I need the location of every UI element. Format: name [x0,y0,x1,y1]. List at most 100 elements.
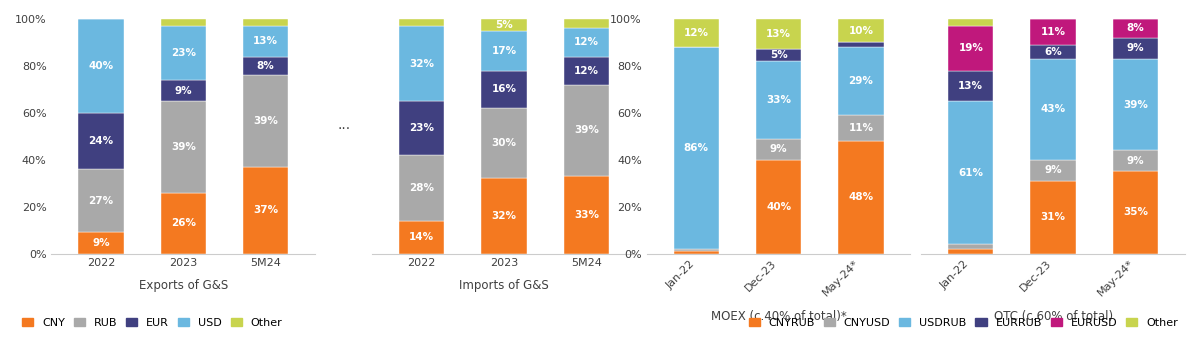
Text: 40%: 40% [766,201,791,212]
Text: 29%: 29% [848,76,874,86]
Text: 86%: 86% [684,143,709,153]
Bar [948,26,994,71]
Bar [244,56,288,75]
Bar [948,19,994,26]
Bar [564,28,610,56]
Bar [673,249,719,251]
Bar [756,160,802,254]
Bar [839,19,883,43]
Bar [1112,19,1158,38]
Bar [398,221,444,254]
Bar [756,49,802,61]
Bar [78,113,124,169]
Bar [481,71,527,108]
Bar [398,155,444,221]
Bar [161,101,206,193]
Bar [673,47,719,249]
Text: 8%: 8% [257,61,275,71]
X-axis label: OTC (c.60% of total): OTC (c.60% of total) [994,310,1112,322]
Text: 39%: 39% [253,116,278,126]
Bar [756,139,802,160]
Bar [161,26,206,80]
Text: 31%: 31% [1040,212,1066,222]
X-axis label: MOEX (c.40% of total)*: MOEX (c.40% of total)* [710,310,846,322]
Bar [564,19,610,28]
Text: 5%: 5% [769,50,787,61]
Text: 30%: 30% [492,138,516,148]
Text: 12%: 12% [574,38,599,47]
Bar [78,233,124,254]
Text: 12%: 12% [574,66,599,76]
Bar [1112,59,1158,150]
Text: 33%: 33% [766,95,791,105]
Bar [1112,150,1158,171]
Text: 13%: 13% [959,81,983,91]
Bar [839,47,883,115]
Bar [1031,19,1076,45]
Text: 48%: 48% [848,192,874,202]
Text: 16%: 16% [492,84,516,94]
Bar [78,169,124,233]
Text: 23%: 23% [170,48,196,58]
Bar [481,31,527,71]
Bar [756,61,802,139]
Text: 26%: 26% [170,218,196,228]
Bar [398,26,444,101]
Bar [948,71,994,101]
Text: 13%: 13% [766,29,791,39]
Bar [481,178,527,254]
Bar [673,19,719,47]
Text: 19%: 19% [959,43,983,53]
Bar [1112,171,1158,254]
Bar [839,115,883,141]
Text: 27%: 27% [89,196,114,206]
Text: 9%: 9% [1127,43,1145,53]
Bar [1031,160,1076,181]
Bar [244,167,288,254]
Bar [481,19,527,31]
Text: 39%: 39% [170,142,196,152]
Bar [839,141,883,254]
Text: 9%: 9% [769,144,787,154]
Text: 24%: 24% [89,136,114,146]
Bar [564,176,610,254]
Text: 23%: 23% [409,123,434,133]
Bar [1031,45,1076,59]
Bar [1031,59,1076,160]
Text: 14%: 14% [409,232,434,242]
Legend: CNY, RUB, EUR, USD, Other: CNY, RUB, EUR, USD, Other [18,313,287,333]
Bar [78,19,124,113]
Text: 12%: 12% [684,28,709,38]
Bar [948,101,994,244]
Bar [481,108,527,178]
Text: 40%: 40% [89,61,114,71]
Bar [839,43,883,47]
Bar [1112,38,1158,59]
Bar [948,249,994,254]
Text: 6%: 6% [1044,47,1062,57]
Bar [161,19,206,26]
Text: 43%: 43% [1040,104,1066,114]
Text: 17%: 17% [492,46,516,56]
Legend: CNYRUB, CNYUSD, USDRUB, EURRUB, EURUSD, Other: CNYRUB, CNYUSD, USDRUB, EURRUB, EURUSD, … [744,313,1182,333]
Text: 61%: 61% [959,168,983,177]
Text: 11%: 11% [848,123,874,133]
Bar [161,80,206,101]
Text: 9%: 9% [1044,165,1062,175]
Bar [948,244,994,249]
Bar [756,19,802,49]
Bar [244,26,288,56]
Text: 5%: 5% [496,20,512,30]
Bar [1031,181,1076,254]
Text: 33%: 33% [574,210,599,220]
Bar [78,17,124,19]
X-axis label: Imports of G&S: Imports of G&S [460,280,548,292]
Text: 8%: 8% [1127,23,1145,33]
Text: 35%: 35% [1123,208,1148,217]
Text: 32%: 32% [409,58,434,69]
X-axis label: Exports of G&S: Exports of G&S [139,280,228,292]
Text: 13%: 13% [253,36,278,46]
Text: 32%: 32% [492,211,516,221]
Text: 28%: 28% [409,183,434,193]
Text: 39%: 39% [574,125,599,136]
